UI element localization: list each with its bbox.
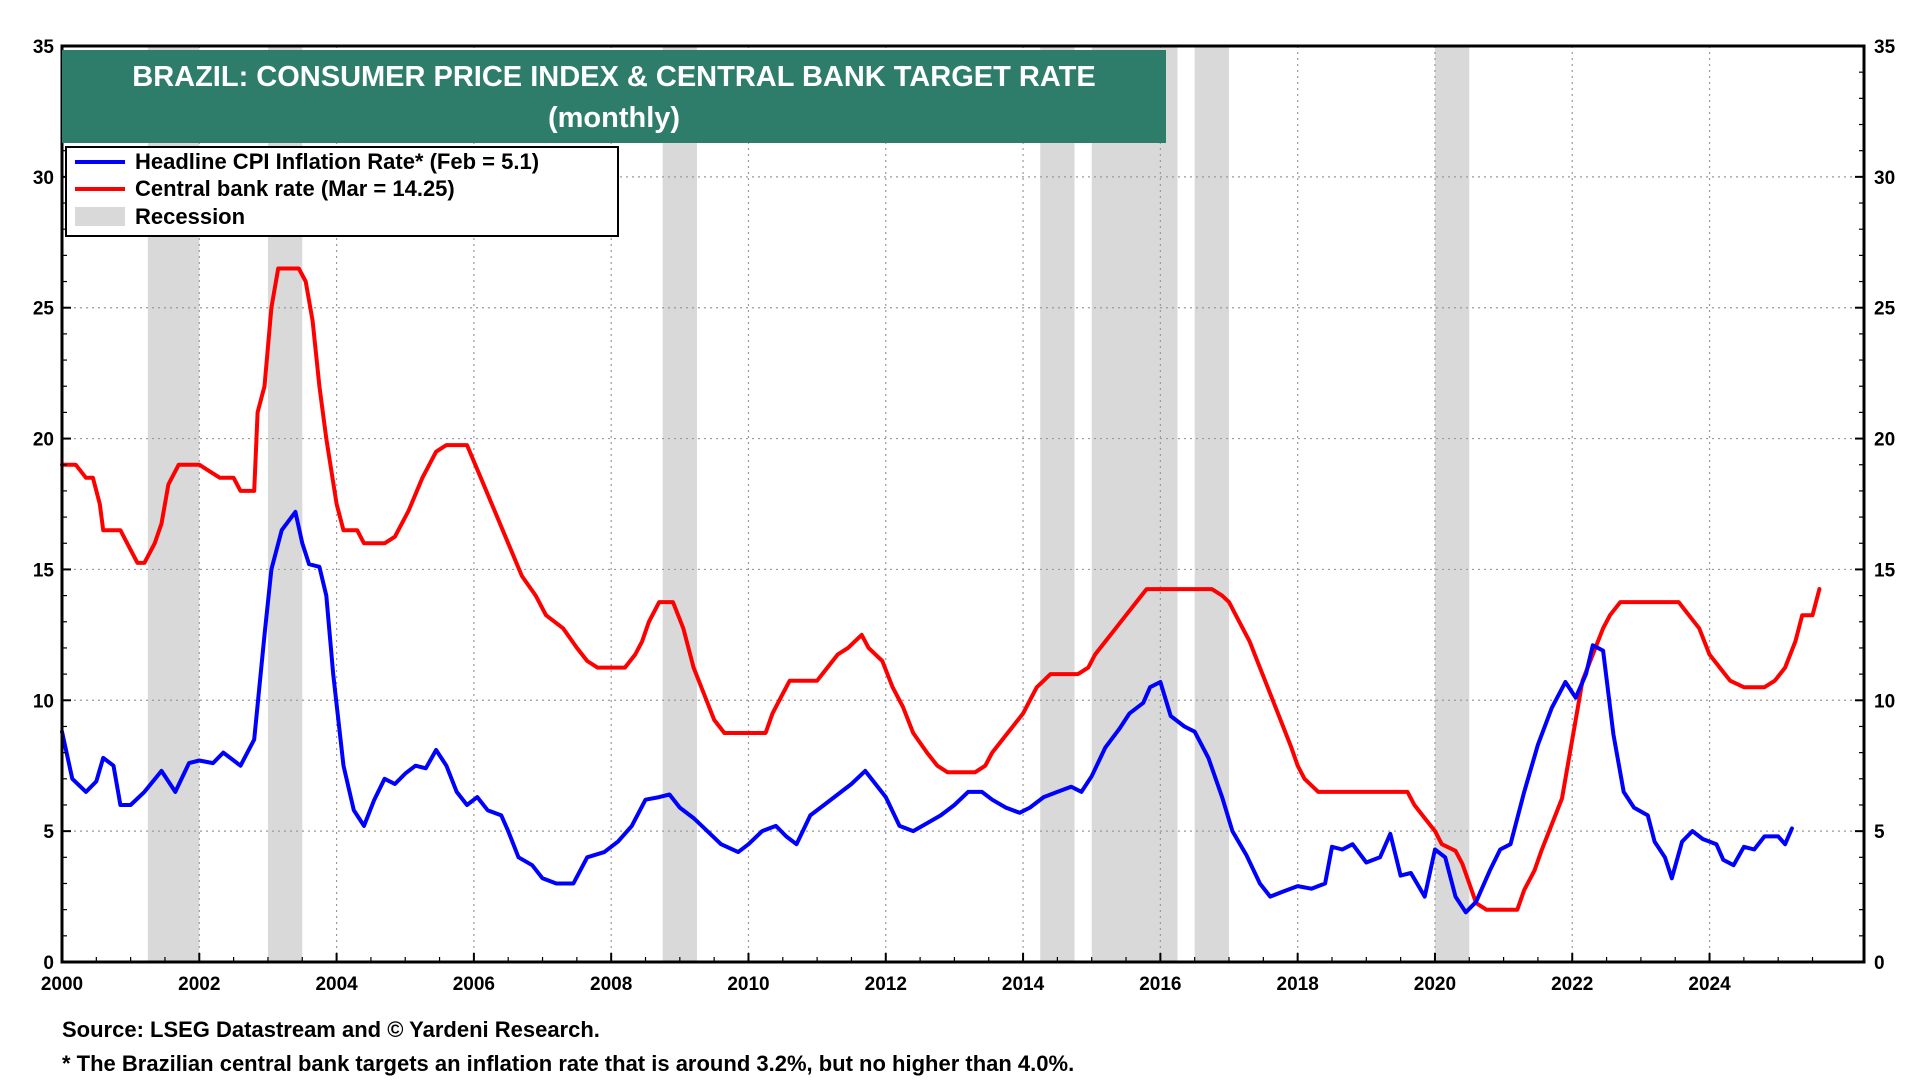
legend-swatch-recession xyxy=(75,207,125,226)
recession-band-6 xyxy=(1434,46,1470,962)
y-tick-label-left-25: 25 xyxy=(33,299,55,320)
x-tick-label-2000: 2000 xyxy=(41,974,83,995)
legend-label-central-bank-rate: Central bank rate (Mar = 14.25) xyxy=(135,176,455,201)
y-tick-label-left-5: 5 xyxy=(43,822,54,843)
source-note: Source: LSEG Datastream and © Yardeni Re… xyxy=(62,1017,600,1042)
axis-ticks xyxy=(61,45,1864,963)
x-axis-labels: 2000 2002 2004 2006 2008 2010 2012 2014 2016 2018… xyxy=(41,974,1731,995)
y-tick-label-left-0: 0 xyxy=(43,953,54,974)
plot-frame xyxy=(60,44,1866,964)
legend: Headline CPI Inflation Rate* (Feb = 5.1)… xyxy=(65,146,619,237)
footnote: * The Brazilian central bank targets an … xyxy=(62,1051,1075,1076)
chart-subtitle: (monthly) xyxy=(548,102,680,134)
y-tick-label-right-15: 15 xyxy=(1874,560,1896,581)
y-tick-label-left-10: 10 xyxy=(33,691,54,712)
x-tick-label-2020: 2020 xyxy=(1414,974,1456,995)
x-tick-label-2006: 2006 xyxy=(453,974,495,995)
recession-band-4 xyxy=(1091,46,1178,962)
y-tick-label-left-15: 15 xyxy=(33,560,55,581)
series-line-central-bank-rate xyxy=(60,266,1822,912)
legend-box xyxy=(65,146,619,237)
y-tick-label-right-35: 35 xyxy=(1874,37,1896,58)
y-axis-labels: 0 0 5 5 10 10 15 15 20 20 25 25 30 30 35 35 xyxy=(33,37,1896,974)
x-tick-label-2004: 2004 xyxy=(315,974,358,995)
title-background xyxy=(62,50,1166,143)
legend-label-cpi: Headline CPI Inflation Rate* (Feb = 5.1) xyxy=(135,149,539,174)
series-layer xyxy=(60,266,1822,915)
y-tick-label-right-10: 10 xyxy=(1874,691,1895,712)
x-tick-label-2002: 2002 xyxy=(178,974,220,995)
recession-band-5 xyxy=(1194,46,1230,962)
x-tick-label-2010: 2010 xyxy=(727,974,769,995)
y-tick-label-left-35: 35 xyxy=(33,37,55,58)
y-tick-label-right-25: 25 xyxy=(1874,299,1896,320)
x-tick-label-2014: 2014 xyxy=(1002,974,1045,995)
chart-title-box: BRAZIL: CONSUMER PRICE INDEX & CENTRAL B… xyxy=(62,50,1166,143)
x-tick-label-2024: 2024 xyxy=(1688,974,1731,995)
y-tick-label-right-0: 0 xyxy=(1874,953,1885,974)
y-tick-label-right-20: 20 xyxy=(1874,430,1895,451)
x-tick-label-2008: 2008 xyxy=(590,974,632,995)
y-tick-label-left-30: 30 xyxy=(33,168,54,189)
legend-label-recession: Recession xyxy=(135,204,245,229)
chart-title: BRAZIL: CONSUMER PRICE INDEX & CENTRAL B… xyxy=(132,61,1095,93)
x-tick-label-2012: 2012 xyxy=(865,974,907,995)
recession-band-3 xyxy=(1040,46,1075,962)
y-tick-label-left-20: 20 xyxy=(33,430,54,451)
x-tick-label-2022: 2022 xyxy=(1551,974,1593,995)
series-line-cpi-inflation xyxy=(60,509,1794,915)
x-tick-label-2018: 2018 xyxy=(1277,974,1319,995)
x-tick-label-2016: 2016 xyxy=(1139,974,1181,995)
y-tick-label-right-30: 30 xyxy=(1874,168,1895,189)
recession-band-2 xyxy=(662,46,697,962)
y-tick-label-right-5: 5 xyxy=(1874,822,1885,843)
